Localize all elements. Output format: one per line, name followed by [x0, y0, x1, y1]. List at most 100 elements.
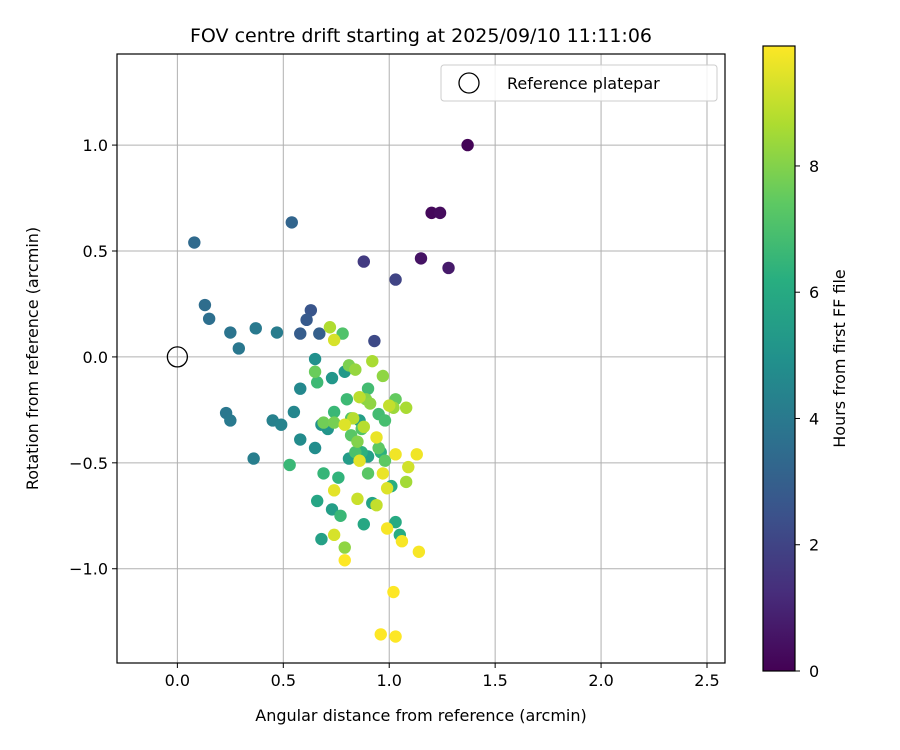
plot-frame	[116, 53, 726, 664]
data-point	[372, 441, 385, 455]
legend-marker-reference	[458, 72, 480, 94]
data-point	[310, 376, 324, 389]
axis-ticks: 0.0 0.5 1.0 1.5 2.0 2.5 −1.0 −0.5 0.0 0.5 1.0	[69, 136, 720, 690]
data-point	[294, 433, 307, 446]
data-point	[351, 435, 364, 448]
legend: Reference platepar	[440, 64, 718, 102]
data-point	[383, 399, 396, 412]
data-point	[442, 261, 455, 275]
data-point	[232, 342, 246, 355]
data-point	[376, 369, 390, 383]
data-point	[274, 418, 288, 431]
data-point	[414, 252, 428, 265]
x-tick-label: 2.5	[694, 671, 719, 690]
data-point	[380, 522, 394, 535]
data-point	[317, 416, 330, 429]
x-tick-label: 2.0	[588, 671, 613, 690]
colorbar: 0 2 4 6 8 Hours from first FF file	[762, 45, 849, 681]
y-tick-label: 0.5	[83, 242, 108, 261]
x-axis-label: Angular distance from reference (arcmin)	[255, 706, 586, 725]
data-points	[166, 138, 474, 643]
data-point	[327, 333, 341, 347]
data-point	[433, 206, 447, 220]
colorbar-label: Hours from first FF file	[830, 269, 849, 448]
x-tick-label: 1.5	[482, 671, 507, 690]
data-point	[389, 515, 402, 529]
colorbar-tick-label: 4	[809, 409, 819, 428]
data-point	[402, 460, 415, 474]
data-point	[325, 371, 339, 385]
grid-lines	[117, 54, 725, 663]
data-point	[336, 327, 349, 340]
data-point	[327, 405, 341, 419]
colorbar-gradient	[762, 45, 796, 672]
data-point	[308, 365, 322, 378]
data-point	[347, 412, 360, 425]
data-point	[378, 454, 392, 467]
data-point	[374, 628, 387, 641]
data-point	[340, 393, 354, 406]
data-point	[357, 420, 371, 434]
legend-box	[440, 64, 718, 102]
data-point	[399, 475, 413, 489]
x-tick-label: 1.0	[376, 671, 401, 690]
colorbar-tick-label: 8	[809, 157, 819, 176]
data-point	[338, 418, 351, 431]
y-tick-label: −1.0	[69, 560, 108, 579]
data-point	[285, 216, 298, 229]
data-point	[389, 273, 402, 286]
data-point	[270, 326, 284, 339]
y-tick-label: −0.5	[69, 454, 108, 473]
data-point	[327, 484, 341, 497]
data-point	[334, 509, 347, 522]
data-point	[357, 255, 371, 268]
data-point	[294, 327, 307, 340]
data-point	[378, 414, 392, 427]
data-point	[323, 321, 337, 334]
x-tick-label: 0.0	[165, 671, 190, 690]
data-point	[287, 405, 301, 419]
data-point	[317, 467, 330, 480]
data-point	[349, 363, 362, 376]
data-point	[357, 518, 371, 531]
data-point	[327, 528, 341, 542]
data-point	[361, 467, 375, 480]
colorbar-tick-label: 6	[809, 283, 819, 302]
data-point	[198, 298, 212, 312]
data-point	[327, 416, 341, 429]
data-point	[370, 498, 383, 512]
data-point	[338, 541, 351, 554]
data-point	[202, 312, 216, 325]
colorbar-tick-label: 0	[809, 662, 819, 681]
legend-label-reference: Reference platepar	[507, 74, 660, 93]
data-point	[387, 585, 400, 599]
data-point	[425, 206, 438, 220]
y-axis-label: Rotation from reference (arcmin)	[23, 227, 42, 490]
data-point	[332, 471, 345, 484]
data-point	[366, 354, 379, 368]
data-point	[363, 397, 377, 410]
data-point	[338, 554, 351, 567]
chart-title: FOV centre drift starting at 2025/09/10 …	[190, 25, 652, 47]
data-point	[412, 545, 426, 558]
colorbar-tick-label: 2	[809, 536, 819, 555]
data-point	[353, 454, 366, 467]
data-point	[380, 482, 394, 495]
data-point	[353, 390, 366, 404]
x-tick-label: 0.5	[271, 671, 296, 690]
data-point	[389, 448, 402, 461]
data-point	[308, 352, 322, 366]
data-point	[294, 382, 307, 395]
data-point	[376, 467, 390, 480]
data-point	[224, 326, 237, 339]
data-point	[389, 630, 402, 643]
data-point	[308, 441, 322, 455]
data-point	[247, 452, 260, 465]
data-point	[410, 448, 423, 461]
colorbar-ticks: 0 2 4 6 8	[795, 157, 819, 681]
data-point	[325, 503, 339, 516]
data-point	[461, 138, 474, 152]
data-point	[304, 304, 318, 317]
y-tick-label: 0.0	[83, 348, 108, 367]
